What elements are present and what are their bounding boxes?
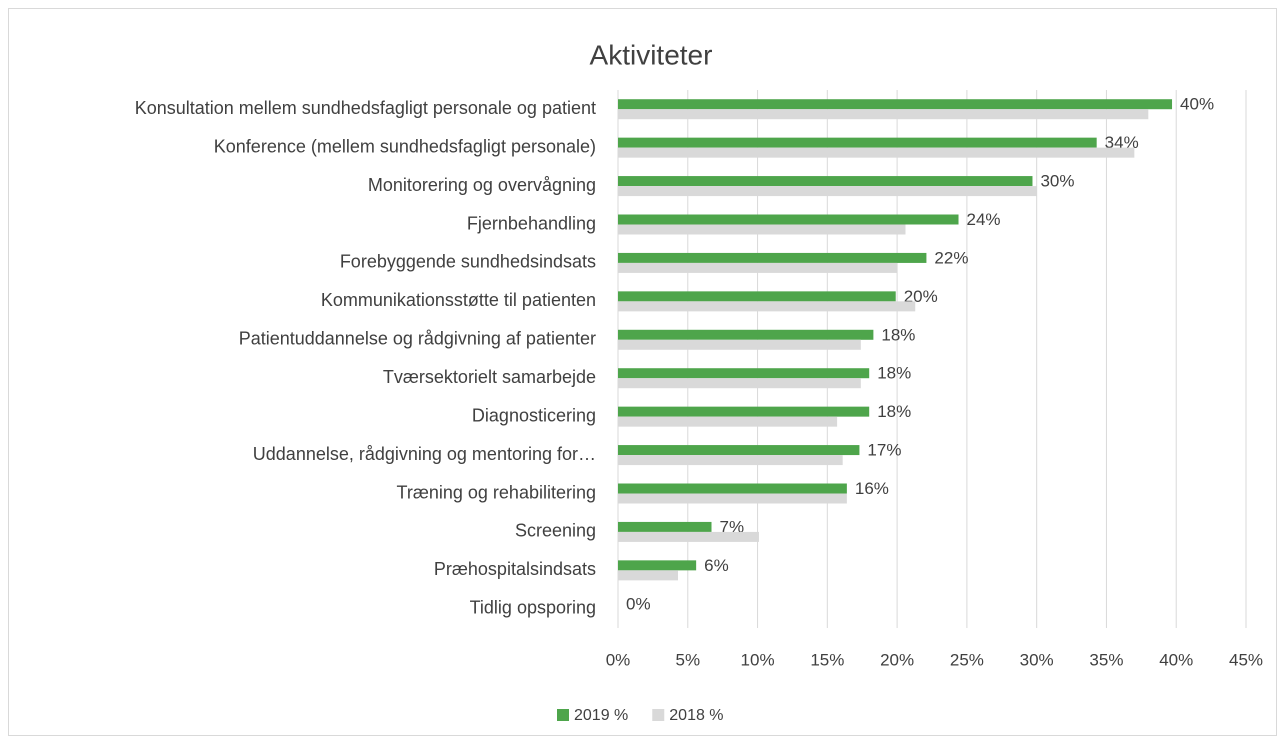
bar — [618, 252, 927, 263]
bar — [618, 493, 847, 504]
y-tick-label: Fjernbehandling — [467, 213, 596, 233]
legend-label: 2019 % — [574, 707, 628, 724]
bar — [618, 378, 861, 389]
x-tick-label: 5% — [675, 650, 700, 669]
data-label: 30% — [1040, 172, 1074, 191]
bar — [618, 99, 1173, 110]
data-label: 7% — [720, 517, 745, 536]
bar — [618, 445, 860, 456]
data-label: 34% — [1105, 133, 1139, 152]
bar — [618, 262, 898, 273]
bar — [618, 570, 679, 581]
bar — [618, 560, 697, 571]
y-tick-label: Screening — [515, 521, 596, 541]
y-tick-label: Konsultation mellem sundhedsfagligt pers… — [135, 98, 596, 118]
x-tick-label: 15% — [810, 650, 844, 669]
y-tick-label: Præhospitalsindsats — [434, 559, 596, 579]
y-tick-label: Kommunikationsstøtte til patienten — [321, 290, 596, 310]
bar — [618, 301, 916, 312]
x-tick-label: 25% — [950, 650, 984, 669]
bar — [618, 368, 870, 379]
y-tick-label: Konference (mellem sundhedsfagligt perso… — [214, 136, 596, 156]
y-tick-label: Patientuddannelse og rådgivning af patie… — [239, 329, 596, 349]
data-label: 17% — [867, 441, 901, 460]
data-label: 40% — [1180, 95, 1214, 114]
y-tick-label: Diagnosticering — [472, 405, 596, 425]
x-tick-label: 45% — [1229, 650, 1263, 669]
data-label: 18% — [877, 402, 911, 421]
legend-label: 2018 % — [669, 707, 723, 724]
x-tick-label: 35% — [1089, 650, 1123, 669]
bar — [618, 176, 1033, 187]
data-label: 6% — [704, 556, 729, 575]
y-tick-label: Træning og rehabilitering — [397, 482, 596, 502]
data-label: 18% — [881, 325, 915, 344]
bar — [618, 214, 959, 225]
data-label: 20% — [904, 287, 938, 306]
y-tick-label: Monitorering og overvågning — [368, 175, 596, 195]
bar — [618, 329, 874, 340]
bar — [618, 291, 896, 302]
x-tick-label: 10% — [741, 650, 775, 669]
data-label: 22% — [934, 248, 968, 267]
chart-title: Aktiviteter — [590, 39, 713, 70]
legend-swatch — [557, 709, 569, 721]
bar — [618, 483, 847, 494]
bar — [618, 339, 861, 350]
x-tick-label: 0% — [606, 650, 631, 669]
bar — [618, 531, 759, 542]
x-tick-label: 40% — [1159, 650, 1193, 669]
bar — [618, 416, 838, 427]
y-tick-label: Forebyggende sundhedsindsats — [340, 252, 596, 272]
data-label: 16% — [855, 479, 889, 498]
data-label: 24% — [967, 210, 1001, 229]
bar — [618, 137, 1097, 148]
bar — [618, 147, 1135, 158]
data-label: 0% — [626, 594, 651, 613]
bar — [618, 186, 1037, 197]
legend-swatch — [652, 709, 665, 721]
data-label: 18% — [877, 364, 911, 383]
bar — [618, 109, 1149, 120]
bar — [618, 224, 906, 235]
bar — [618, 455, 843, 466]
bar — [618, 521, 712, 532]
y-tick-label: Tidlig opsporing — [470, 598, 596, 618]
y-tick-label: Uddannelse, rådgivning og mentoring for… — [253, 444, 596, 464]
x-tick-label: 20% — [880, 650, 914, 669]
bar — [618, 406, 870, 417]
y-tick-label: Tværsektorielt samarbejde — [383, 367, 596, 387]
x-tick-label: 30% — [1020, 650, 1054, 669]
